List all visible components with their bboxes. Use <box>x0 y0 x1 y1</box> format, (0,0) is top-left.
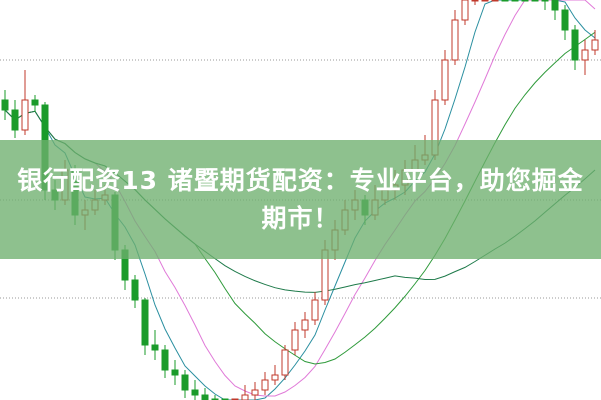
candle <box>561 5 569 40</box>
candle <box>31 95 39 112</box>
candle <box>291 322 299 355</box>
candle <box>191 380 199 400</box>
candle <box>21 70 29 135</box>
candle-body <box>261 379 269 391</box>
candle-body <box>501 0 509 2</box>
candle-body <box>491 0 499 2</box>
candle <box>261 372 269 395</box>
candle <box>141 298 149 355</box>
candle <box>581 40 589 75</box>
candle <box>11 100 19 138</box>
candle <box>251 382 259 400</box>
candle <box>481 0 489 2</box>
candle <box>461 0 469 25</box>
candle-body <box>561 9 569 31</box>
candle-body <box>141 299 149 346</box>
candle <box>311 292 319 325</box>
candle <box>1 90 9 120</box>
candle <box>511 0 519 2</box>
candle-body <box>521 0 529 2</box>
title-banner: 银行配资13 诸暨期货配资：专业平台，助您掘金期市！ <box>0 140 601 259</box>
candle <box>531 0 539 2</box>
candle-body <box>531 0 539 2</box>
candle-body <box>281 349 289 376</box>
candle <box>501 0 509 2</box>
candle-body <box>21 99 29 131</box>
candle-body <box>461 0 469 21</box>
candle-body <box>251 389 259 396</box>
candle-body <box>271 374 279 381</box>
candle <box>281 345 289 380</box>
candle-body <box>161 349 169 371</box>
candle-body <box>241 394 249 400</box>
candle <box>171 360 179 385</box>
candle <box>521 0 529 2</box>
candle <box>201 388 209 400</box>
candle <box>551 0 559 20</box>
candle-body <box>191 389 199 396</box>
candle-body <box>591 39 599 51</box>
candle-body <box>451 19 459 61</box>
candle <box>541 0 549 10</box>
candle <box>131 275 139 308</box>
candle-body <box>151 344 159 351</box>
candle <box>451 10 459 65</box>
candle-body <box>11 109 19 131</box>
candle <box>241 385 249 400</box>
candle-body <box>181 374 189 391</box>
candle <box>271 365 279 385</box>
candle-body <box>131 279 139 301</box>
candle <box>571 25 579 70</box>
candle-body <box>301 319 309 331</box>
candle-body <box>551 0 559 11</box>
candle <box>161 345 169 378</box>
candle-body <box>481 0 489 2</box>
candle-body <box>201 394 209 400</box>
article-title: 银行配资13 诸暨期货配资：专业平台，助您掘金期市！ <box>17 165 584 233</box>
candle-body <box>31 99 39 106</box>
candle <box>181 370 189 398</box>
candle-body <box>571 29 579 61</box>
candle <box>301 312 309 338</box>
candle <box>151 330 159 360</box>
candle-body <box>581 49 589 61</box>
candle <box>441 50 449 105</box>
candle-body <box>441 59 449 101</box>
candle <box>591 30 599 55</box>
candle-body <box>541 0 549 2</box>
candle-body <box>291 329 299 351</box>
candle <box>491 0 499 2</box>
candle-body <box>1 99 9 111</box>
candle-body <box>311 299 319 321</box>
candle <box>471 0 479 5</box>
candle-body <box>511 0 519 2</box>
candle-body <box>171 369 179 376</box>
candle-body <box>471 0 479 2</box>
